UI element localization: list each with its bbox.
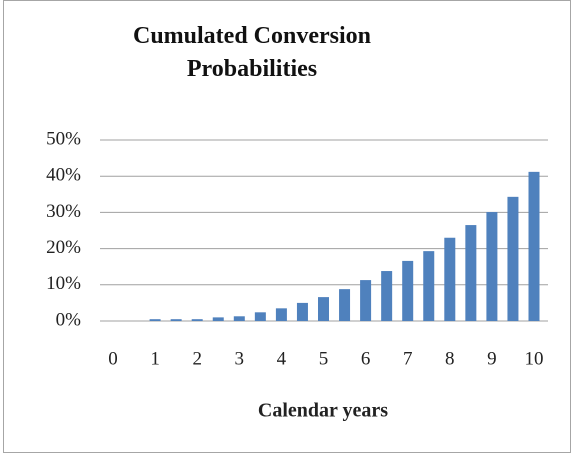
bar (275, 308, 287, 321)
x-tick-label: 2 (192, 348, 202, 369)
bar (486, 212, 498, 321)
x-tick-label: 3 (235, 348, 245, 369)
bar (381, 271, 393, 321)
y-tick-label: 50% (46, 128, 81, 149)
x-axis-title: Calendar years (258, 400, 388, 422)
x-tick-label: 8 (445, 348, 455, 369)
bar (465, 225, 477, 321)
y-tick-label: 10% (46, 273, 81, 294)
x-tick-label: 6 (361, 348, 371, 369)
x-tick-label: 5 (319, 348, 329, 369)
bar (170, 319, 182, 321)
chart-title: Cumulated Conversion Probabilities (132, 23, 372, 82)
y-tick-label: 40% (46, 165, 81, 186)
y-tick-label: 20% (46, 237, 81, 258)
x-tick-label: 10 (525, 348, 544, 369)
bar (191, 319, 203, 321)
bar (318, 297, 329, 321)
y-tick-label: 0% (56, 309, 82, 330)
x-tick-label: 4 (277, 348, 287, 369)
bar (423, 251, 435, 321)
bar (212, 317, 224, 321)
chart-border (3, 0, 571, 453)
y-tick-label: 30% (46, 201, 81, 222)
bar (507, 196, 519, 321)
x-tick-label: 9 (487, 348, 497, 369)
x-tick-label: 1 (150, 348, 160, 369)
bar (149, 319, 161, 321)
bar (254, 312, 266, 321)
bar (296, 302, 308, 321)
bar (233, 316, 245, 321)
x-tick-label: 0 (108, 348, 118, 369)
bar (528, 171, 540, 321)
bar (339, 289, 351, 321)
x-tick-label: 7 (403, 348, 413, 369)
bar (360, 280, 372, 321)
bar (402, 260, 414, 321)
bar (444, 237, 456, 321)
